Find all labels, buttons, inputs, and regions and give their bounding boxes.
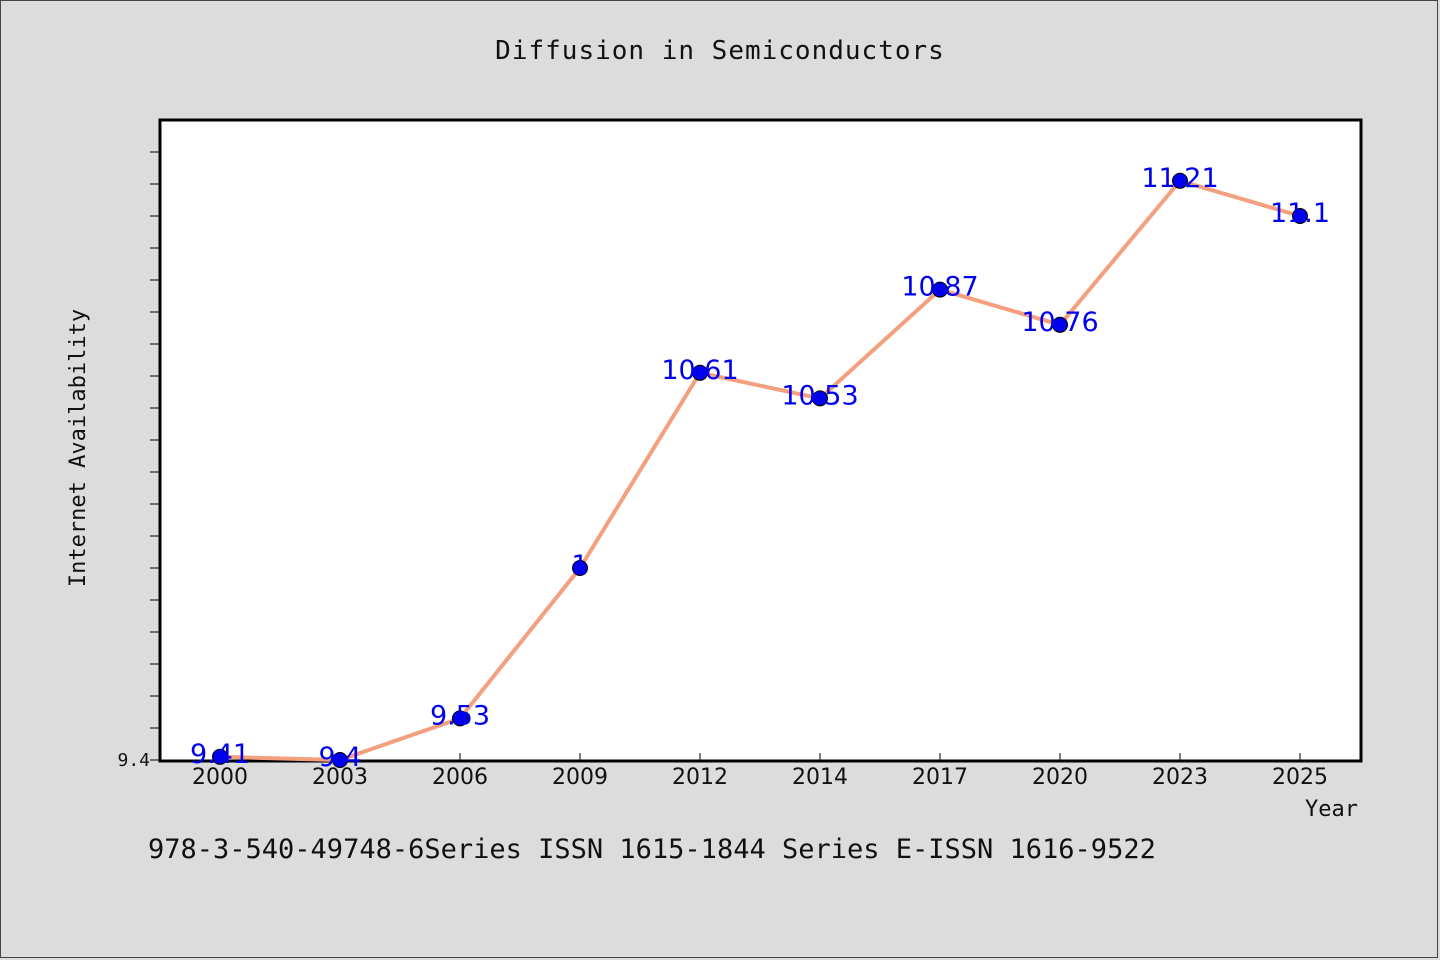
x-tick-label: 2020 bbox=[1032, 765, 1088, 790]
data-labels: 9.41 9.4 9.53 1 10.61 10.53 10.87 10.76 11.21 11.… bbox=[190, 163, 1330, 773]
chart-title: Diffusion in Semiconductors bbox=[495, 36, 945, 66]
data-point bbox=[692, 364, 708, 381]
data-point bbox=[1052, 316, 1068, 333]
y-tick-label: 9.4 bbox=[117, 750, 150, 771]
x-tick-label: 2009 bbox=[552, 765, 608, 790]
data-label: 11.1 bbox=[1270, 198, 1330, 229]
x-tick-label: 2014 bbox=[792, 765, 848, 790]
data-point bbox=[452, 710, 468, 727]
data-point bbox=[932, 281, 948, 298]
data-point bbox=[212, 748, 228, 765]
data-point bbox=[1292, 208, 1308, 224]
data-label: 10.53 bbox=[781, 380, 858, 411]
x-axis-ticks: 2000 2003 2006 2009 2012 2014 2017 2020 2023 2025 bbox=[192, 753, 1328, 790]
data-label: 9.53 bbox=[430, 700, 490, 731]
data-label: 10.61 bbox=[661, 355, 738, 386]
y-axis-label: Internet Availability bbox=[66, 309, 91, 587]
data-point bbox=[1172, 172, 1188, 189]
footer-note: 978-3-540-49748-6Series ISSN 1615-1844 S… bbox=[148, 834, 1156, 865]
data-point bbox=[332, 752, 348, 768]
x-tick-label: 2003 bbox=[312, 765, 368, 790]
data-label: 10.87 bbox=[901, 272, 978, 303]
data-label: 9.41 bbox=[190, 739, 250, 770]
x-axis-label: Year bbox=[1305, 797, 1358, 822]
data-label: 10.76 bbox=[1021, 307, 1098, 338]
x-tick-label: 2017 bbox=[912, 765, 968, 790]
data-point bbox=[572, 560, 588, 576]
x-tick-label: 2006 bbox=[432, 765, 488, 790]
data-label: 9.4 bbox=[319, 742, 362, 773]
data-point bbox=[812, 390, 828, 407]
series-line bbox=[219, 178, 1301, 762]
x-tick-label: 2000 bbox=[192, 765, 248, 790]
data-markers bbox=[212, 172, 1308, 768]
x-tick-label: 2025 bbox=[1272, 765, 1328, 790]
x-tick-label: 2012 bbox=[672, 765, 728, 790]
data-label: 1 bbox=[571, 550, 588, 581]
data-label: 11.21 bbox=[1141, 163, 1218, 194]
x-tick-label: 2023 bbox=[1152, 765, 1208, 790]
plot-area bbox=[158, 118, 1363, 763]
y-axis-ticks: 9.4 bbox=[117, 151, 160, 771]
